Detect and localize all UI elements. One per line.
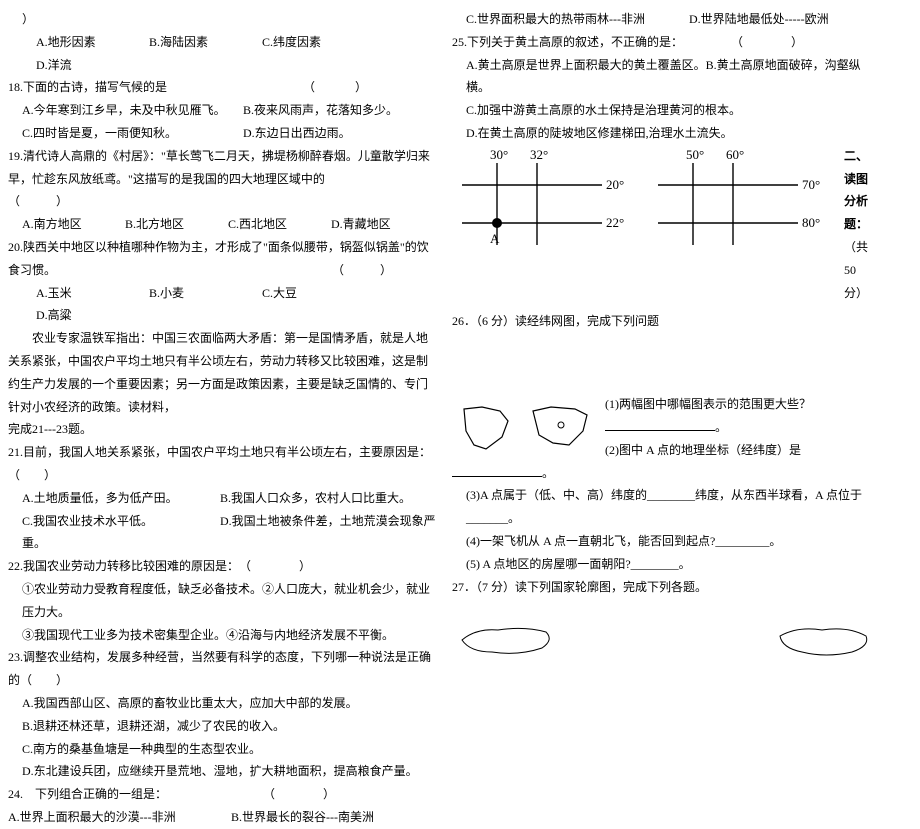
opt: D.东边日出西边雨。: [243, 126, 351, 140]
q24: 24. 下列组合正确的一组是： （ ）: [8, 783, 436, 806]
q25-ab: A.黄土高原是世界上面积最大的黄土覆盖区。B.黄土高原地面破碎，沟壑纵横。: [452, 54, 880, 100]
right-column: C.世界面积最大的热带雨林---非洲 D.世界陆地最低处-----欧洲 25.下…: [444, 0, 888, 650]
sec-line: 分析: [844, 190, 874, 213]
opt: A.我国西部山区、高原的畜牧业比重太大，应加大中部的发展。: [8, 692, 436, 715]
lbl: 50°: [686, 147, 704, 162]
q27: 27．（7 分）读下列国家轮廓图，完成下列各题。: [452, 576, 880, 599]
q25-c: C.加强中游黄土高原的水土保持是治理黄河的根本。: [452, 99, 880, 122]
sec-line: 读图: [844, 168, 874, 191]
sec-line: 题：: [844, 213, 874, 236]
opt: C.南方的桑基鱼塘是一种典型的生态型农业。: [8, 738, 436, 761]
lbl: 60°: [726, 147, 744, 162]
maps-row: (1)两幅图中哪幅图表示的范围更大些？ 。 (2)图中 A 点的地理坐标（经纬度…: [452, 393, 880, 461]
lbl: 30°: [490, 147, 508, 162]
q20: 20.陕西关中地区以种植哪种作物为主，才形成了"面条似腰带，锅盔似锅盖"的饮食习…: [8, 236, 436, 282]
opt: C.西北地区: [228, 213, 328, 236]
opt: B.夜来风雨声，花落知多少。: [243, 103, 398, 117]
q26-1b: 。: [605, 416, 880, 439]
opt: B.世界最长的裂谷---南美洲: [231, 810, 374, 824]
lbl: 32°: [530, 147, 548, 162]
txt: (2)图中 A 点的地理坐标（经纬度）是: [605, 443, 801, 457]
opt: D.高粱: [36, 304, 136, 327]
opt: A.地形因素: [36, 31, 146, 54]
q26-subs: (1)两幅图中哪幅图表示的范围更大些？ 。 (2)图中 A 点的地理坐标（经纬度…: [605, 393, 880, 461]
country-outlines: [452, 618, 880, 660]
q17-tail-paren: ）: [8, 8, 436, 31]
txt: 。: [542, 466, 554, 480]
q26-4: (4)一架飞机从 A 点一直朝北飞，能否回到起点?_________。: [452, 530, 880, 553]
opt: B.我国人口众多，农村人口比重大。: [220, 491, 411, 505]
opt: B.海陆因素: [149, 31, 259, 54]
left-column: ） A.地形因素 B.海陆因素 C.纬度因素 D.洋流 18.下面的古诗，描写气…: [0, 0, 444, 650]
q21-row2: C.我国农业技术水平低。 D.我国土地被条件差，土地荒漠会现象严重。: [8, 510, 436, 556]
q23: 23.调整农业结构，发展多种经营，当然要有科学的态度，下列哪一种说法是正确的（ …: [8, 646, 436, 692]
q24-row: A.世界上面积最大的沙漠---非洲 B.世界最长的裂谷---南美洲: [8, 806, 436, 829]
opt: D.世界陆地最低处-----欧洲: [689, 12, 829, 26]
section-header: 二、 读图 分析 题： （共 50 分）: [844, 145, 874, 305]
outline-b: [774, 622, 874, 660]
lbl: 80°: [802, 215, 820, 230]
q24-row2: C.世界面积最大的热带雨林---非洲 D.世界陆地最低处-----欧洲: [452, 8, 880, 31]
q26-2: (2)图中 A 点的地理坐标（经纬度）是: [605, 439, 880, 462]
grid-figure-row: 30° 32° 20° 22° A 50° 60° 70° 80°: [452, 145, 880, 305]
map-outline-1: [452, 401, 517, 453]
grid-right: 50° 60° 70° 80°: [648, 145, 838, 253]
sec-line: 50 分）: [844, 259, 874, 305]
lbl: 22°: [606, 215, 624, 230]
lbl: 70°: [802, 177, 820, 192]
q21-row1: A.土地质量低，多为低产田。 B.我国人口众多，农村人口比重大。: [8, 487, 436, 510]
q19-options: A.南方地区 B.北方地区 C.西北地区 D.青藏地区: [8, 213, 436, 236]
opt: D.青藏地区: [331, 213, 431, 236]
grid-left: 30° 32° 20° 22° A: [452, 145, 642, 253]
lbl: 20°: [606, 177, 624, 192]
opt: A.世界上面积最大的沙漠---非洲: [8, 806, 228, 829]
sec-line: （共: [844, 236, 874, 259]
opt: A.今年寒到江乡早，未及中秋见雁飞。: [22, 99, 240, 122]
opt: C.世界面积最大的热带雨林---非洲: [466, 8, 686, 31]
opt: B.退耕还林还草，退耕还湖，减少了农民的收入。: [8, 715, 436, 738]
lbl: A: [490, 231, 500, 246]
q22-line1: ①农业劳动力受教育程度低，缺乏必备技术。②人口庞大，就业机会少，就业压力大。: [8, 578, 436, 624]
q21: 21.目前，我国人地关系紧张，中国农户平均土地只有半公顷左右，主要原因是：（ ）: [8, 441, 436, 487]
txt: (1)两幅图中哪幅图表示的范围更大些？: [605, 397, 811, 411]
q25-d: D.在黄土高原的陡坡地区修建梯田,治理水土流失。: [452, 122, 880, 145]
opt: C.纬度因素: [262, 31, 372, 54]
q18-row2: C.四时皆是夏，一雨便知秋。 D.东边日出西边雨。: [8, 122, 436, 145]
q18: 18.下面的古诗，描写气候的是 （ ）: [8, 76, 436, 99]
txt: 。: [715, 420, 727, 434]
opt: A.土地质量低，多为低产田。: [22, 487, 217, 510]
q17-options: A.地形因素 B.海陆因素 C.纬度因素 D.洋流: [8, 31, 436, 77]
opt: D.东北建设兵团，应继续开垦荒地、湿地，扩大耕地面积，提高粮食产量。: [8, 760, 436, 783]
q19: 19.清代诗人高鼎的《村居》："草长莺飞二月天，拂堤杨柳醉春烟。儿童散学归来早，…: [8, 145, 436, 213]
opt: C.四时皆是夏，一雨便知秋。: [22, 122, 240, 145]
opt: B.小麦: [149, 282, 259, 305]
reading-para: 农业专家温铁军指出：中国三农面临两大矛盾：第一是国情矛盾，就是人地关系紧张，中国…: [8, 327, 436, 418]
q26-5: (5) A 点地区的房屋哪一面朝阳?________。: [452, 553, 880, 576]
q18-row1: A.今年寒到江乡早，未及中秋见雁飞。 B.夜来风雨声，花落知多少。: [8, 99, 436, 122]
opt: C.我国农业技术水平低。: [22, 510, 217, 533]
q25: 25.下列关于黄土高原的叙述，不正确的是： （ ）: [452, 31, 880, 54]
q26-1: (1)两幅图中哪幅图表示的范围更大些？: [605, 393, 880, 416]
q26: 26．（6 分）读经纬网图，完成下列问题: [452, 310, 880, 333]
q18-text: 18.下面的古诗，描写气候的是: [8, 80, 167, 94]
q20-options: A.玉米 B.小麦 C.大豆 D.高粱: [8, 282, 436, 328]
opt: C.大豆: [262, 282, 372, 305]
opt: D.洋流: [36, 54, 136, 77]
reading-para2: 完成21---23题。: [8, 418, 436, 441]
sec-line: 二、: [844, 145, 874, 168]
q26-3: (3)A 点属于（低、中、高）纬度的________纬度，从东西半球看，A 点位…: [452, 484, 880, 530]
opt: A.玉米: [36, 282, 146, 305]
q26-2b: 。: [452, 462, 880, 485]
opt: A.南方地区: [22, 213, 122, 236]
q22: 22.我国农业劳动力转移比较困难的原因是： （ ）: [8, 555, 436, 578]
exam-page: ） A.地形因素 B.海陆因素 C.纬度因素 D.洋流 18.下面的古诗，描写气…: [0, 0, 920, 650]
map-outline-2: [525, 401, 597, 453]
opt: B.北方地区: [125, 213, 225, 236]
q18-paren: （ ）: [303, 80, 368, 94]
q22-line2: ③我国现代工业多为技术密集型企业。④沿海与内地经济发展不平衡。: [8, 624, 436, 647]
outline-a: [458, 622, 558, 660]
